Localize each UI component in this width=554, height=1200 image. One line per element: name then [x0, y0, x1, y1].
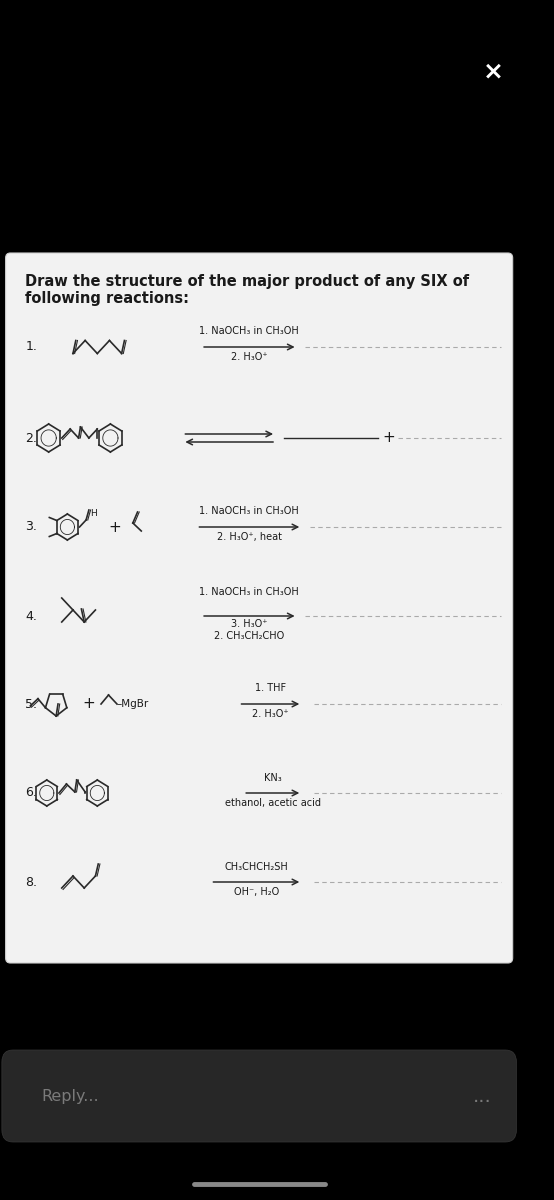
- Text: 2. H₃O⁺: 2. H₃O⁺: [252, 709, 289, 719]
- Text: 2. CH₃CH₂CHO: 2. CH₃CH₂CHO: [214, 631, 284, 641]
- FancyBboxPatch shape: [2, 1050, 516, 1142]
- Text: 1. NaOCH₃ in CH₃OH: 1. NaOCH₃ in CH₃OH: [199, 506, 299, 516]
- Text: 2. H₃O⁺, heat: 2. H₃O⁺, heat: [217, 532, 282, 542]
- Text: ...: ...: [473, 1086, 492, 1105]
- Text: 2.: 2.: [25, 432, 37, 444]
- Text: ×: ×: [483, 60, 504, 84]
- Text: ethanol, acetic acid: ethanol, acetic acid: [225, 798, 321, 808]
- Text: 1. THF: 1. THF: [255, 683, 286, 692]
- Text: +: +: [382, 431, 394, 445]
- Text: OH⁻, H₂O: OH⁻, H₂O: [234, 887, 279, 898]
- Text: Reply...: Reply...: [41, 1088, 99, 1104]
- Text: 5.: 5.: [25, 697, 37, 710]
- FancyBboxPatch shape: [6, 253, 512, 962]
- Text: 6.: 6.: [25, 786, 37, 799]
- Text: following reactions:: following reactions:: [25, 290, 189, 306]
- Text: KN₃: KN₃: [264, 773, 281, 782]
- Text: 3.: 3.: [25, 521, 37, 534]
- Text: 4.: 4.: [25, 610, 37, 623]
- Text: +: +: [109, 520, 121, 534]
- Text: 1. NaOCH₃ in CH₃OH: 1. NaOCH₃ in CH₃OH: [199, 587, 299, 596]
- Text: +: +: [83, 696, 95, 712]
- Text: 3. H₃O⁺: 3. H₃O⁺: [231, 619, 268, 629]
- Text: 1. NaOCH₃ in CH₃OH: 1. NaOCH₃ in CH₃OH: [199, 326, 299, 336]
- Text: 8.: 8.: [25, 876, 37, 888]
- Text: –MgBr: –MgBr: [117, 698, 149, 709]
- Text: 1.: 1.: [25, 341, 37, 354]
- Text: H: H: [90, 509, 96, 518]
- Text: Draw the structure of the major product of any SIX of: Draw the structure of the major product …: [25, 274, 469, 289]
- Text: 2. H₃O⁺: 2. H₃O⁺: [231, 352, 268, 362]
- Text: CH₃CHCH₂SH: CH₃CHCH₂SH: [224, 862, 288, 872]
